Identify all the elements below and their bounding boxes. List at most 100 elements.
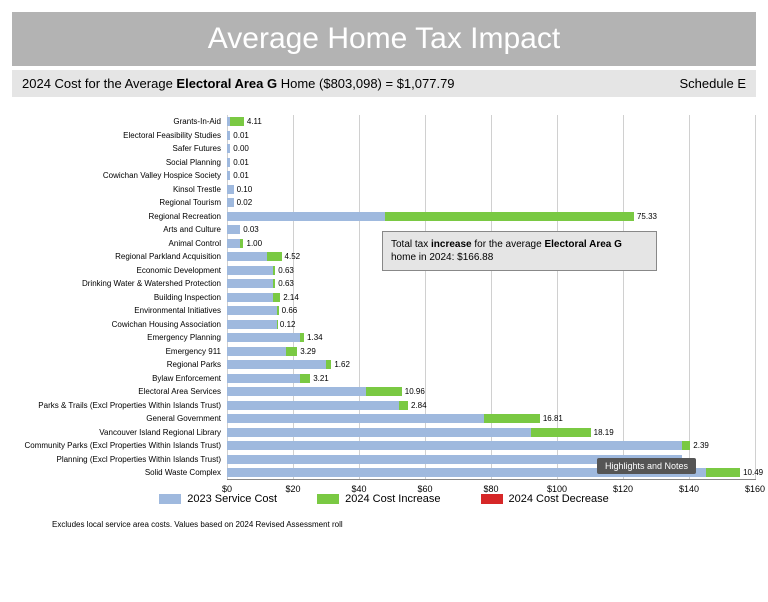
table-row: Vancouver Island Regional Library 18.19 bbox=[12, 426, 756, 440]
subtitle-suffix: Home ($803,098) = $1,077.79 bbox=[277, 76, 454, 91]
row-label: Cowichan Valley Hospice Society bbox=[12, 171, 227, 180]
table-row: Emergency Planning 1.34 bbox=[12, 331, 756, 345]
bar-increase bbox=[366, 387, 402, 396]
table-row: Grants-In-Aid 4.11 bbox=[12, 115, 756, 129]
table-row: Safer Futures0.00 bbox=[12, 142, 756, 156]
table-row: Parks & Trails (Excl Properties Within I… bbox=[12, 399, 756, 413]
callout-end: home in 2024: $166.88 bbox=[391, 252, 493, 263]
value-label: 10.49 bbox=[740, 466, 763, 479]
x-tick: $100 bbox=[547, 484, 567, 494]
row-label: Regional Parks bbox=[12, 360, 227, 369]
bar-wrap: 0.01 bbox=[227, 156, 756, 170]
chart: $0$20$40$60$80$100$120$140$160 Grants-In… bbox=[12, 115, 756, 535]
value-label: 0.10 bbox=[234, 183, 253, 196]
bar-wrap: 0.12 bbox=[227, 318, 756, 332]
bar-increase bbox=[484, 414, 539, 423]
legend-item: 2024 Cost Increase bbox=[317, 493, 440, 505]
value-label: 0.66 bbox=[279, 304, 298, 317]
legend-swatch bbox=[317, 494, 339, 504]
row-label: Animal Control bbox=[12, 239, 227, 248]
bar-increase bbox=[531, 428, 591, 437]
row-label: Parks & Trails (Excl Properties Within I… bbox=[12, 401, 227, 410]
bar-base bbox=[227, 239, 240, 248]
row-label: Regional Recreation bbox=[12, 212, 227, 221]
row-label: Social Planning bbox=[12, 158, 227, 167]
bar-increase bbox=[267, 252, 282, 261]
table-row: Cowichan Valley Hospice Society0.01 bbox=[12, 169, 756, 183]
callout-mid: for the average bbox=[472, 239, 545, 250]
row-label: Regional Parkland Acquisition bbox=[12, 252, 227, 261]
row-label: Bylaw Enforcement bbox=[12, 374, 227, 383]
bar-base bbox=[227, 401, 399, 410]
bar-wrap: 0.00 bbox=[227, 142, 756, 156]
value-label: 1.34 bbox=[304, 331, 323, 344]
page-title: Average Home Tax Impact bbox=[12, 12, 756, 66]
row-label: Kinsol Trestle bbox=[12, 185, 227, 194]
bar-wrap: 0.66 bbox=[227, 304, 756, 318]
row-label: Electoral Area Services bbox=[12, 387, 227, 396]
row-label: Emergency Planning bbox=[12, 333, 227, 342]
value-label: 2.14 bbox=[280, 291, 299, 304]
x-tick: $40 bbox=[351, 484, 366, 494]
value-label: 0.00 bbox=[230, 142, 249, 155]
bar-wrap: 0.63 bbox=[227, 277, 756, 291]
subtitle-text: 2024 Cost for the Average Electoral Area… bbox=[22, 76, 455, 91]
row-label: Economic Development bbox=[12, 266, 227, 275]
table-row: Regional Parks 1.62 bbox=[12, 358, 756, 372]
footnote: Excludes local service area costs. Value… bbox=[52, 520, 343, 529]
row-label: Emergency 911 bbox=[12, 347, 227, 356]
table-row: Drinking Water & Watershed Protection0.6… bbox=[12, 277, 756, 291]
value-label: 0.63 bbox=[275, 264, 294, 277]
row-label: General Government bbox=[12, 414, 227, 423]
row-label: Vancouver Island Regional Library bbox=[12, 428, 227, 437]
bar-base bbox=[227, 428, 531, 437]
schedule-label: Schedule E bbox=[680, 76, 747, 91]
bar-wrap: 4.11 bbox=[227, 115, 756, 129]
highlights-button[interactable]: Highlights and Notes bbox=[597, 458, 696, 474]
bar-base bbox=[227, 293, 273, 302]
table-row: Cowichan Housing Association 0.12 bbox=[12, 318, 756, 332]
row-label: Electoral Feasibility Studies bbox=[12, 131, 227, 140]
legend-label: 2024 Cost Decrease bbox=[509, 493, 609, 505]
bar-base bbox=[227, 212, 385, 221]
value-label: 1.00 bbox=[244, 237, 263, 250]
bar-increase bbox=[286, 347, 297, 356]
bar-base bbox=[227, 320, 277, 329]
bar-base bbox=[227, 279, 273, 288]
row-label: Community Parks (Excl Properties Within … bbox=[12, 441, 227, 450]
callout-b2: Electoral Area G bbox=[544, 239, 621, 250]
value-label: 0.01 bbox=[230, 169, 249, 182]
bar-wrap: 10.96 bbox=[227, 385, 756, 399]
value-label: 4.11 bbox=[244, 115, 262, 128]
value-label: 0.63 bbox=[275, 277, 294, 290]
table-row: Regional Tourism0.02 bbox=[12, 196, 756, 210]
bar-wrap: 18.19 bbox=[227, 426, 756, 440]
row-label: Grants-In-Aid bbox=[12, 117, 227, 126]
row-label: Cowichan Housing Association bbox=[12, 320, 227, 329]
x-tick: $120 bbox=[613, 484, 633, 494]
bar-wrap: 0.01 bbox=[227, 169, 756, 183]
legend-swatch bbox=[481, 494, 503, 504]
bar-wrap: 75.33 bbox=[227, 210, 756, 224]
table-row: Regional Recreation75.33 bbox=[12, 210, 756, 224]
bar-base bbox=[227, 360, 326, 369]
value-label: 1.62 bbox=[331, 358, 350, 371]
value-label: 2.39 bbox=[690, 439, 709, 452]
bar-base bbox=[227, 347, 286, 356]
value-label: 16.81 bbox=[540, 412, 563, 425]
subtitle-prefix: 2024 Cost for the Average bbox=[22, 76, 176, 91]
bar-base bbox=[227, 306, 277, 315]
value-label: 0.01 bbox=[230, 156, 249, 169]
bar-base bbox=[227, 387, 366, 396]
bar-increase bbox=[300, 374, 311, 383]
table-row: Building Inspection2.14 bbox=[12, 291, 756, 305]
bar-increase bbox=[706, 468, 741, 477]
table-row: Emergency 9113.29 bbox=[12, 345, 756, 359]
callout-box: Total tax increase for the average Elect… bbox=[382, 231, 657, 271]
row-label: Planning (Excl Properties Within Islands… bbox=[12, 455, 227, 464]
subtitle-bar: 2024 Cost for the Average Electoral Area… bbox=[12, 70, 756, 97]
bar-base bbox=[227, 185, 234, 194]
value-label: 0.12 bbox=[277, 318, 296, 331]
value-label: 18.19 bbox=[591, 426, 614, 439]
value-label: 2.84 bbox=[408, 399, 427, 412]
